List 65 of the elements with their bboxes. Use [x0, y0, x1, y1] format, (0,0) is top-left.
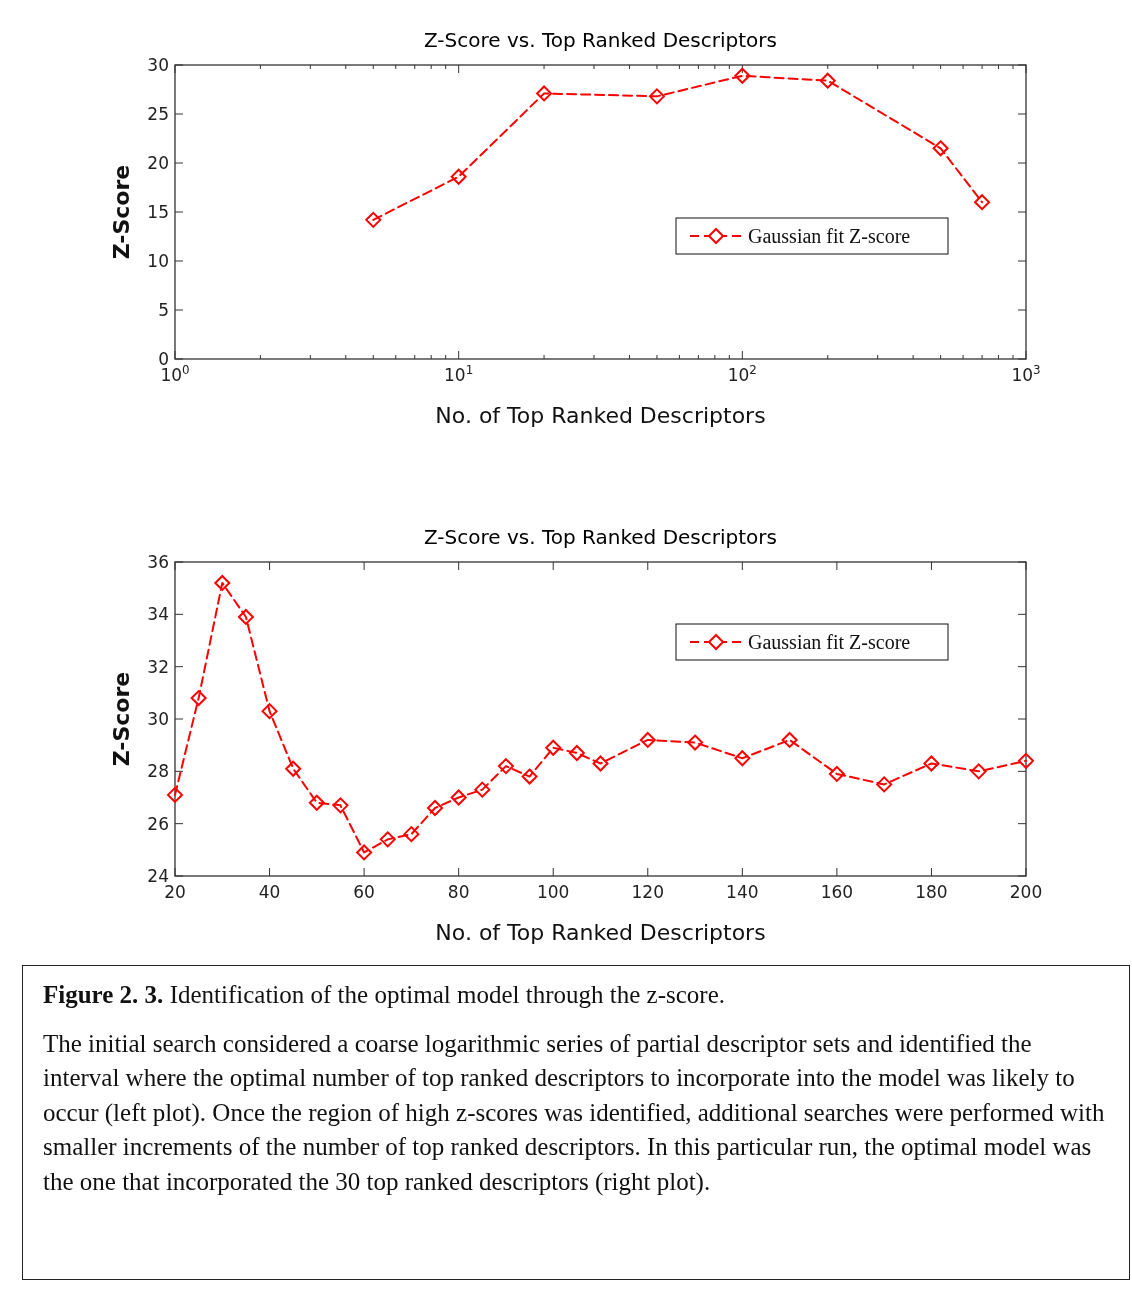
- point: [876, 776, 893, 793]
- point: [308, 794, 325, 811]
- x-axis-title: No. of Top Ranked Descriptors: [435, 920, 766, 945]
- text: Identification of the optimal model through the z-score.: [169, 981, 726, 1008]
- y-tick-label: 30: [147, 55, 169, 75]
- x-tick-label: 140: [726, 882, 759, 902]
- point: [781, 731, 798, 748]
- y-tick-label: 25: [147, 104, 169, 124]
- point: [592, 755, 609, 772]
- point: [687, 734, 704, 751]
- point: [261, 703, 278, 720]
- x-tick-label: 100: [537, 882, 570, 902]
- point: [545, 739, 562, 756]
- y-tick-label: 26: [147, 813, 169, 834]
- x-axis-title: No. of Top Ranked Descriptors: [435, 403, 766, 428]
- x-tick-label: 80: [447, 882, 470, 902]
- y-tick-label: 5: [158, 300, 169, 320]
- point: [639, 731, 656, 748]
- x-tick-label: 60: [353, 882, 375, 902]
- chart-title: Z-Score vs. Top Ranked Descriptors: [424, 28, 777, 52]
- chart-title: Z-Score vs. Top Ranked Descriptors: [424, 525, 777, 549]
- point: [403, 826, 420, 843]
- y-tick-label: 10: [147, 251, 169, 271]
- point: [379, 831, 396, 848]
- point: [474, 781, 491, 798]
- x-tick-label: 10$^{1}$: [444, 363, 474, 385]
- y-tick-label: 24: [147, 866, 169, 886]
- point: [568, 745, 585, 762]
- point: [923, 755, 940, 772]
- point: [497, 758, 514, 775]
- x-tick-label: 10$^{2}$: [727, 363, 757, 385]
- point: [734, 750, 751, 767]
- y-axis-title: Z-Score: [109, 164, 134, 260]
- point: [285, 760, 302, 777]
- legend-label: Gaussian fit Z-score: [748, 631, 911, 653]
- x-tick-label: 200: [1009, 882, 1043, 902]
- y-tick-label: 28: [147, 761, 169, 782]
- point: [356, 844, 373, 861]
- point: [521, 768, 538, 785]
- y-tick-label: 20: [147, 153, 169, 173]
- point: [190, 690, 207, 707]
- legend-label: Gaussian fit Z-score: [748, 225, 911, 247]
- x-tick-label: 160: [820, 882, 854, 902]
- point: [1018, 752, 1034, 769]
- y-axis-title: Z-Score: [109, 671, 134, 767]
- y-tick-label: 0: [158, 349, 169, 369]
- x-tick-label: 120: [631, 882, 664, 902]
- point: [450, 789, 467, 806]
- point: [427, 799, 444, 816]
- x-tick-label: 40: [258, 882, 281, 902]
- y-tick-label: 34: [147, 604, 169, 625]
- point: [970, 763, 987, 780]
- point: [167, 786, 183, 803]
- y-tick-label: 36: [147, 552, 169, 572]
- x-tick-label: 180: [915, 882, 948, 902]
- text: The initial search considered a coarse logarithmic series of partial descriptor sets and identified the interval where the optimal number of top ranked descriptors to incorporate into the model was likely to occur (left plot). Once the region of high z-scores was identified, additional searches were performed with smaller increments of the number of top ranked descriptors. In this particular run, the optimal model was the one that incorporated the 30 top ranked descriptors (right plot).: [43, 1028, 1106, 1198]
- x-tick-label: 10$^{3}$: [1011, 363, 1041, 385]
- point: [214, 574, 231, 591]
- point: [332, 797, 349, 814]
- text: Figure 2. 3.: [43, 981, 164, 1008]
- y-tick-label: 15: [147, 202, 169, 222]
- point: [237, 608, 254, 625]
- y-tick-label: 30: [147, 709, 169, 729]
- point: [828, 765, 845, 782]
- y-tick-label: 32: [147, 656, 169, 677]
